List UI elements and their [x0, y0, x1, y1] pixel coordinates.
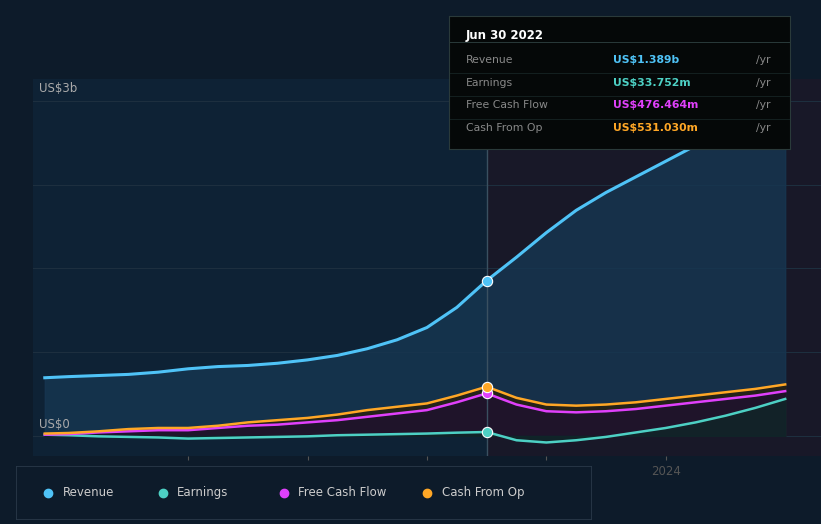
Point — [480, 383, 493, 391]
Text: /yr: /yr — [756, 78, 770, 88]
Point — [480, 428, 493, 436]
Bar — [487, 79, 821, 456]
Text: Cash From Op: Cash From Op — [442, 486, 524, 499]
Text: Revenue: Revenue — [466, 55, 514, 65]
Text: Jun 30 2022: Jun 30 2022 — [466, 29, 544, 42]
Text: US$3b: US$3b — [39, 82, 77, 95]
Text: US$33.752m: US$33.752m — [612, 78, 690, 88]
Text: US$1.389b: US$1.389b — [612, 55, 679, 65]
Point — [480, 389, 493, 398]
Text: US$476.464m: US$476.464m — [612, 100, 698, 110]
Text: /yr: /yr — [756, 100, 770, 110]
Text: Free Cash Flow: Free Cash Flow — [466, 100, 548, 110]
Text: Past: Past — [454, 89, 479, 102]
Text: Free Cash Flow: Free Cash Flow — [298, 486, 387, 499]
Text: US$0: US$0 — [39, 418, 70, 431]
Text: Revenue: Revenue — [62, 486, 114, 499]
Text: Analysts Forecasts: Analysts Forecasts — [495, 89, 605, 102]
Text: Cash From Op: Cash From Op — [466, 123, 543, 133]
Text: Earnings: Earnings — [466, 78, 513, 88]
Text: Earnings: Earnings — [177, 486, 229, 499]
Bar — [33, 79, 487, 456]
Text: /yr: /yr — [756, 55, 770, 65]
Point — [480, 277, 493, 285]
Text: US$531.030m: US$531.030m — [612, 123, 698, 133]
Text: /yr: /yr — [756, 123, 770, 133]
